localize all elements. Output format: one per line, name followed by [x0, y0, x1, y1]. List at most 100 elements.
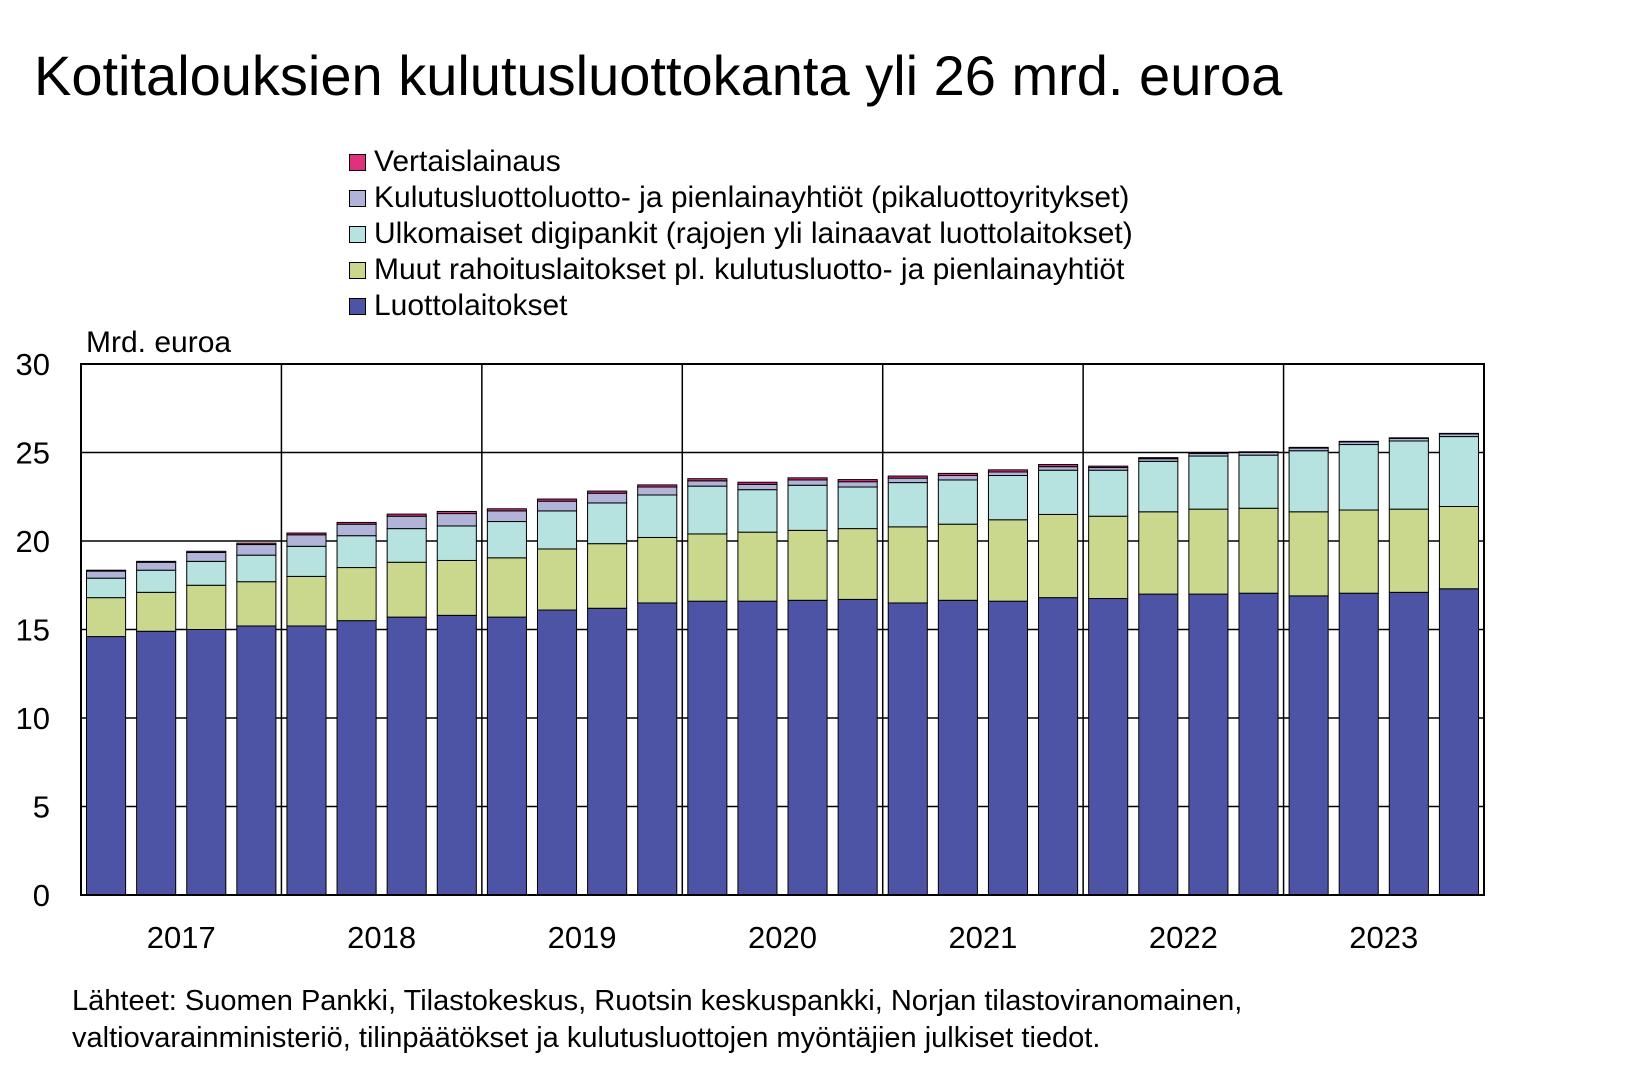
bar-segment: [787, 479, 828, 486]
y-tick-label: 25: [16, 436, 50, 471]
bar-segment: [937, 523, 978, 601]
bar-segment: [436, 513, 477, 527]
y-tick-label: 20: [16, 524, 50, 559]
bar-segment: [386, 561, 427, 618]
bar-segment: [1388, 440, 1429, 510]
bar-segment: [1238, 454, 1279, 509]
bar-segment: [486, 508, 527, 512]
legend-label: Kulutusluottoluotto- ja pienlainayhtiöt …: [374, 181, 1130, 214]
bar-segment: [887, 477, 928, 484]
bar-segment: [587, 543, 628, 609]
bar-segment: [987, 600, 1029, 896]
bar-segment: [1338, 592, 1379, 896]
bar-segment: [587, 607, 628, 896]
bar-segment: [1038, 597, 1079, 896]
bar-segment: [1238, 451, 1279, 453]
legend-label: Ulkomaiset digipankit (rajojen yli laina…: [374, 217, 1133, 250]
bar-segment: [1138, 460, 1179, 513]
bar-segment: [336, 523, 377, 537]
bar-segment: [1238, 592, 1279, 896]
x-tick-label: 2019: [548, 920, 617, 955]
y-tick-label: 5: [33, 790, 50, 825]
bar-segment: [837, 481, 878, 488]
x-tick-label: 2023: [1349, 920, 1418, 955]
bar-segment: [136, 591, 177, 632]
bar-segment: [587, 502, 628, 545]
bar-segment: [1088, 465, 1129, 469]
legend-swatch: [349, 297, 366, 315]
bar-segment: [1288, 450, 1329, 513]
bar-segment: [1188, 455, 1229, 510]
bar-segment: [937, 479, 978, 525]
bar-segment: [1388, 591, 1429, 896]
bar-segment: [987, 475, 1029, 521]
legend-item-luottolaitokset: Luottolaitokset: [349, 288, 1133, 324]
bar-segment: [637, 484, 678, 488]
bar-segment: [687, 478, 728, 482]
bar-segment: [1388, 508, 1429, 593]
bar-segment: [787, 484, 828, 531]
bar-segment: [1438, 588, 1479, 896]
bar-segment: [937, 599, 978, 896]
bar-segment: [236, 625, 277, 896]
bar-segment: [987, 519, 1029, 602]
bar-segment: [837, 598, 878, 896]
legend-label: Vertaislainaus: [374, 145, 561, 178]
source-line-1: Lähteet: Suomen Pankki, Tilastokeskus, R…: [72, 985, 1243, 1017]
bar-segment: [1438, 432, 1479, 435]
bar-segment: [987, 471, 1029, 477]
bar-segment: [236, 542, 277, 546]
bar-segment: [186, 629, 227, 896]
bar-segment: [1188, 508, 1229, 595]
legend-swatch: [349, 261, 366, 279]
bar-segment: [286, 575, 327, 627]
legend-item-muut-rahoituslaitokset: Muut rahoituslaitokset pl. kulutusluotto…: [349, 252, 1133, 288]
bar-segment: [1138, 511, 1179, 595]
bar-segment: [436, 614, 477, 896]
bar-segment: [837, 479, 878, 483]
y-tick-label: 15: [16, 613, 50, 648]
bar-segment: [1388, 437, 1429, 439]
bar-segment: [737, 531, 778, 602]
bar-segment: [787, 477, 828, 481]
bar-segment: [236, 554, 277, 583]
bar-segment: [486, 510, 527, 523]
y-axis-unit-label: Mrd. euroa: [86, 326, 232, 359]
bar-segment: [486, 616, 527, 896]
bar-segment: [1188, 593, 1229, 896]
bar-segment: [536, 500, 578, 512]
x-tick-label: 2021: [948, 920, 1017, 955]
bar-segment: [1088, 598, 1129, 896]
bar-segment: [1038, 469, 1079, 515]
bar-segment: [136, 569, 177, 593]
bar-segment: [1038, 513, 1079, 599]
y-tick-label: 0: [33, 878, 50, 913]
y-tick-label: 30: [16, 347, 50, 382]
bar-segment: [1188, 452, 1229, 454]
x-tick-label: 2017: [147, 920, 216, 955]
legend-swatch: [349, 225, 366, 243]
bar-segment: [286, 532, 327, 536]
x-tick-label: 2018: [347, 920, 416, 955]
bar-segment: [136, 561, 177, 571]
bar-segment: [336, 521, 377, 525]
bar-segment: [436, 559, 477, 616]
x-tick-label: 2022: [1149, 920, 1218, 955]
bar-segment: [236, 581, 277, 627]
bar-segment: [1138, 593, 1179, 896]
bar-segment: [236, 544, 277, 556]
bar-segment: [386, 528, 427, 563]
bar-segment: [336, 567, 377, 622]
bar-segment: [1288, 595, 1329, 896]
bar-segment: [286, 625, 327, 896]
bar-segment: [86, 597, 127, 638]
bar-segment: [1138, 457, 1179, 460]
bar-segment: [587, 490, 628, 494]
bar-segment: [86, 577, 127, 599]
source-line-2: valtiovarainministeriö, tilinpäätökset j…: [72, 1022, 1101, 1054]
bar-segment: [1088, 515, 1129, 600]
bar-segment: [1338, 509, 1379, 594]
bar-segment: [536, 510, 578, 550]
bar-segment: [637, 486, 678, 496]
